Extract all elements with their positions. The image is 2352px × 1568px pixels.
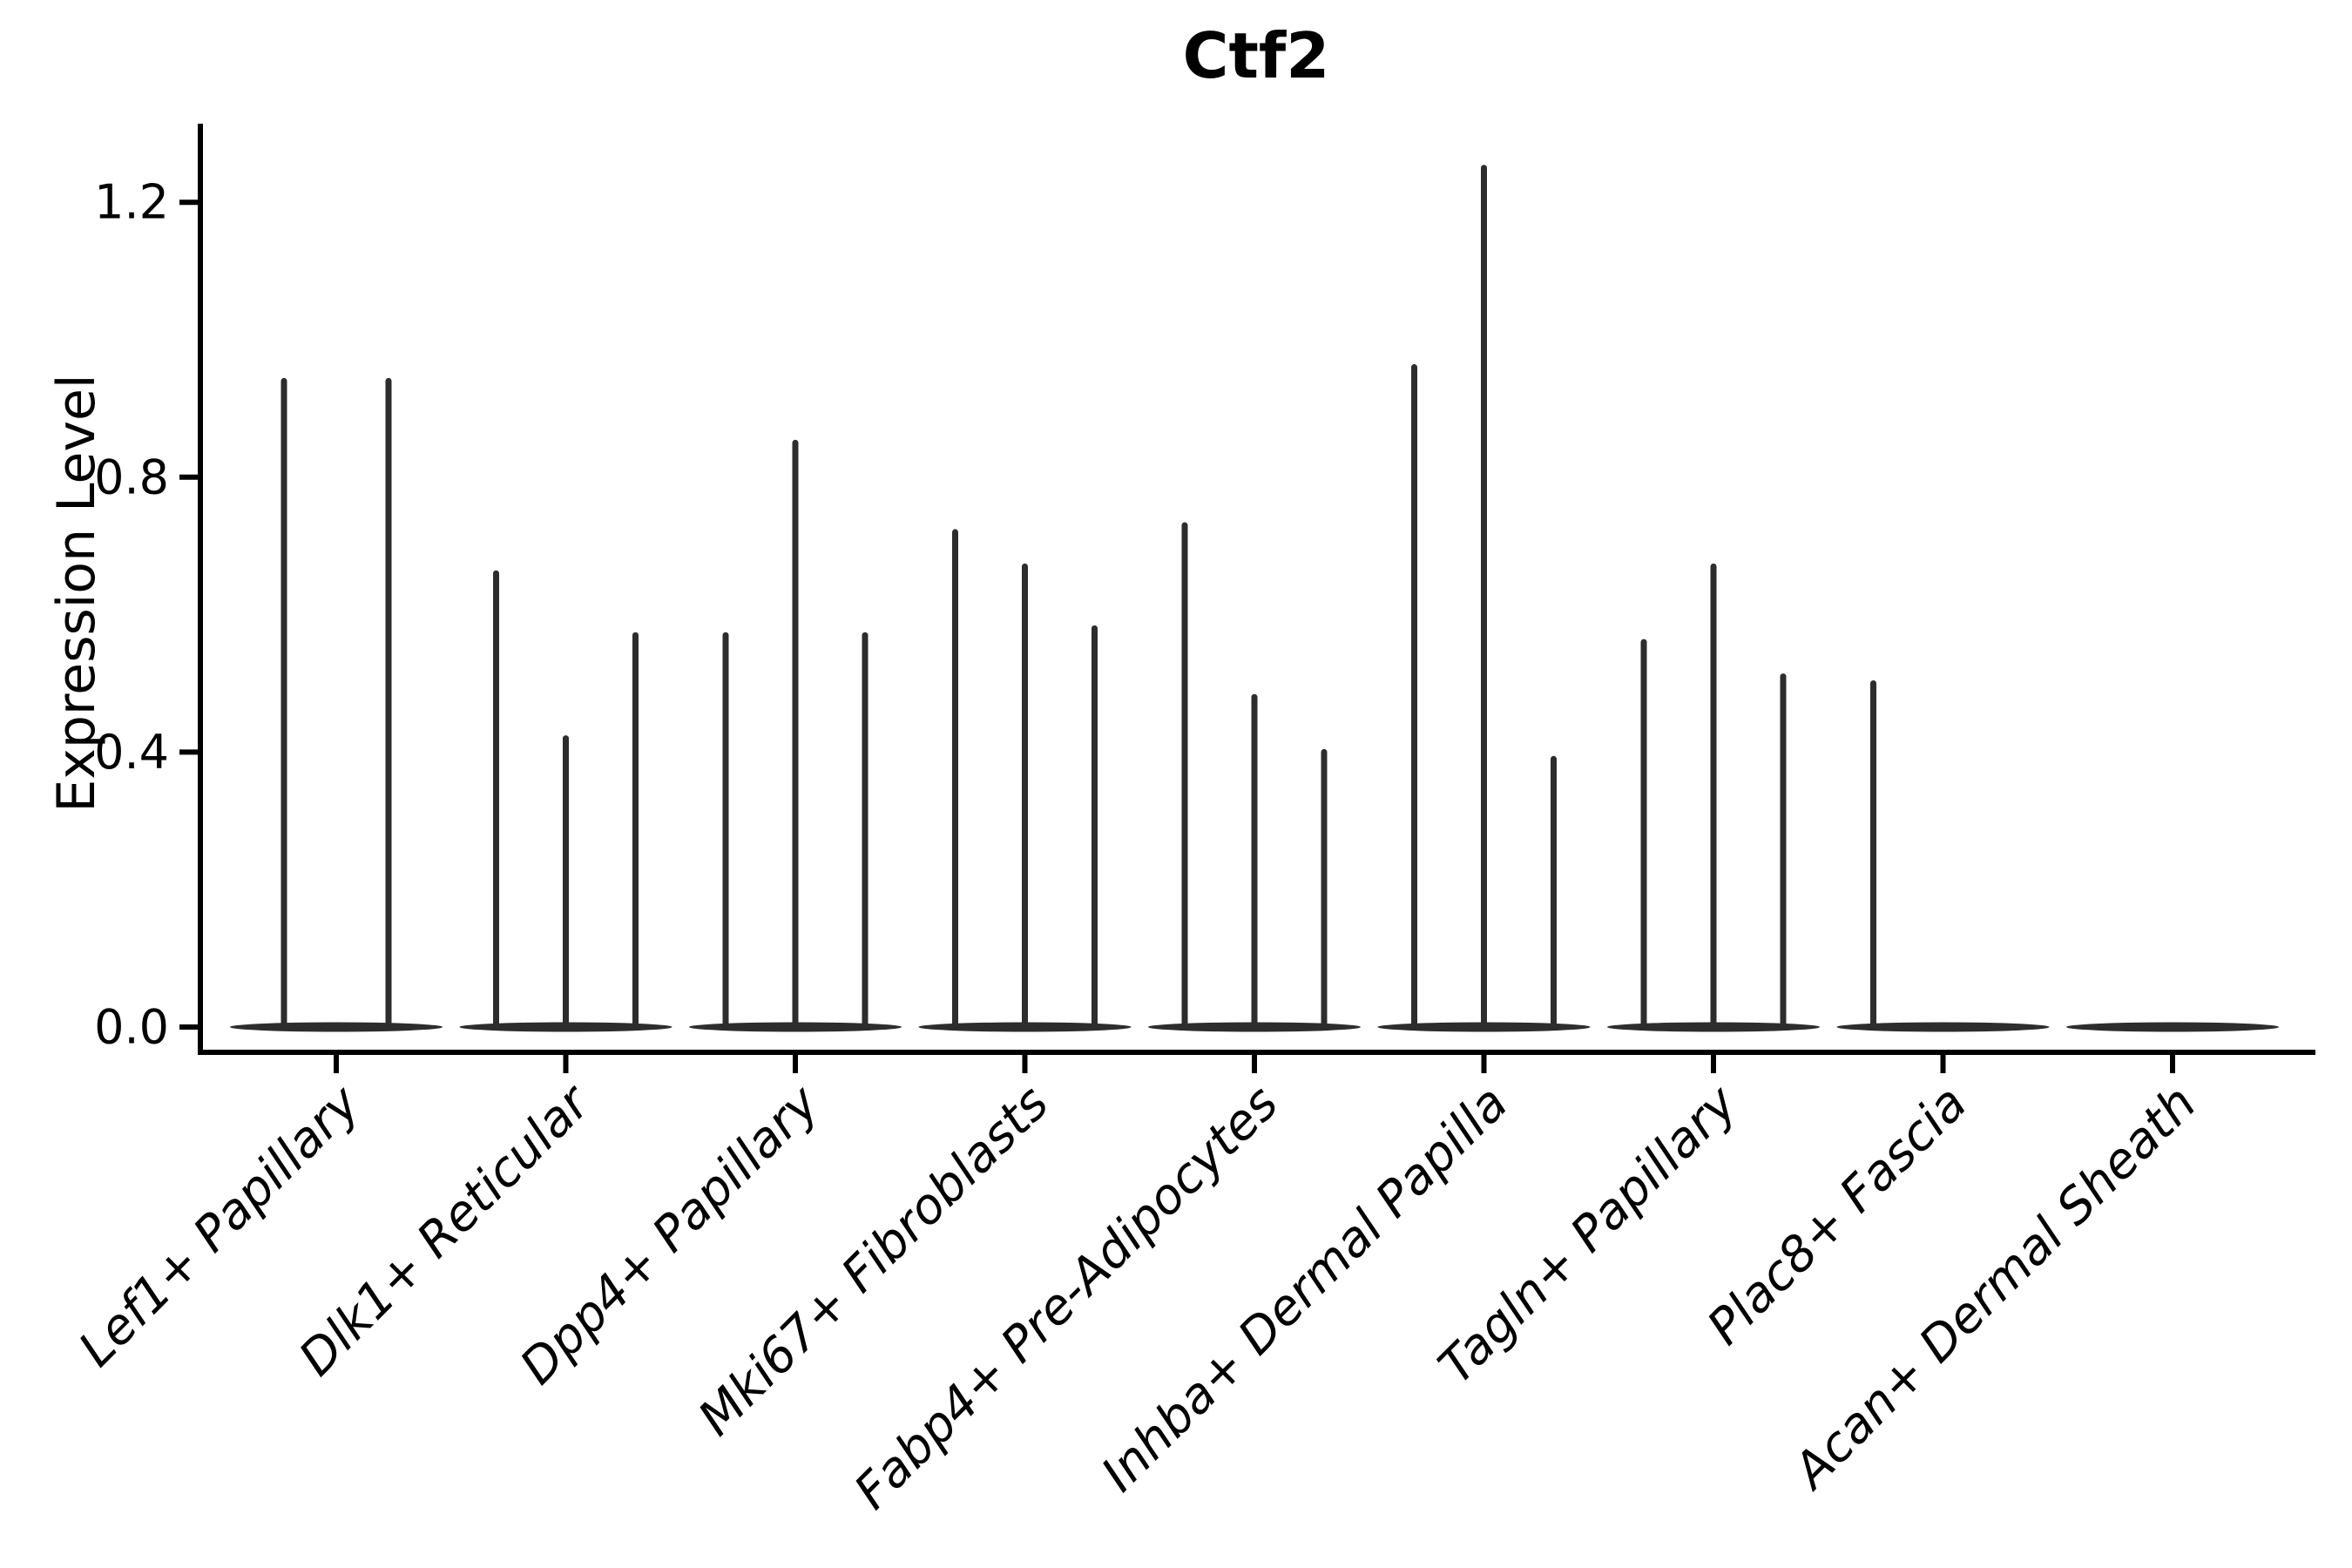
x-tick-label: Acan+ Dermal Sheath [1781, 1075, 2207, 1501]
x-tick-label: Fabp4+ Pre-Adipocytes [844, 1075, 1289, 1520]
y-tick-label: 0.8 [94, 449, 169, 504]
chart-title: Ctf2 [1182, 19, 1330, 92]
violin-base [2066, 1022, 2279, 1032]
x-tick-label: Inhba+ Dermal Papilla [1091, 1075, 1518, 1503]
violin-base [230, 1022, 443, 1032]
y-tick-label: 0.4 [94, 725, 169, 780]
y-tick-label: 1.2 [94, 175, 169, 230]
y-tick-label: 0.0 [94, 1000, 169, 1055]
violin-base [1836, 1022, 2050, 1032]
